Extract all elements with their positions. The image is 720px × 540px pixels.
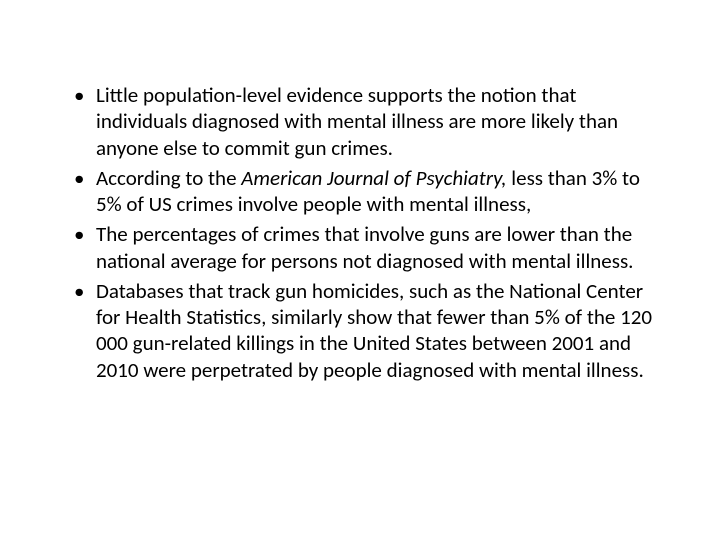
bullet-text: Databases that track gun homicides, such…: [96, 278, 652, 383]
bullet-text-italic: American Journal of Psychiatry,: [241, 165, 511, 191]
list-item: The percentages of crimes that involve g…: [74, 221, 670, 274]
list-item: According to the American Journal of Psy…: [74, 165, 670, 218]
slide: Little population-level evidence support…: [50, 82, 670, 383]
bullet-list: Little population-level evidence support…: [50, 82, 670, 383]
list-item: Little population-level evidence support…: [74, 82, 670, 161]
bullet-text: The percentages of crimes that involve g…: [96, 221, 633, 273]
bullet-text: Little population-level evidence support…: [96, 82, 618, 161]
list-item: Databases that track gun homicides, such…: [74, 278, 670, 383]
bullet-text: According to the: [96, 165, 241, 191]
